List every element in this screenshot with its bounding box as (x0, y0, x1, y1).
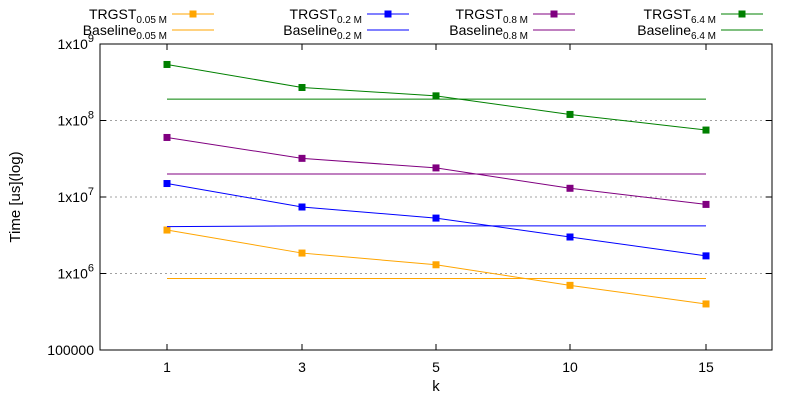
y-axis-label: Time [us](log) (7, 151, 24, 242)
legend-label: Baseline0.05 M (83, 22, 167, 42)
legend-label: Baseline0.8 M (449, 22, 528, 42)
data-point (298, 203, 306, 211)
legend-entry: TRGST0.8 M (456, 6, 575, 26)
series-baseline-0-2-M (166, 225, 706, 228)
legend-entry: TRGST6.4 M (644, 6, 763, 26)
data-point (432, 261, 440, 269)
legend-entry: TRGST0.2 M (290, 6, 409, 26)
y-tick-label: 100000 (47, 342, 94, 358)
data-point (298, 84, 306, 92)
legend-label: TRGST0.8 M (456, 6, 528, 26)
data-point (566, 281, 574, 289)
series-trgst-6-4-M (163, 60, 710, 134)
data-point (702, 126, 710, 134)
legend-entry: TRGST0.05 M (89, 6, 214, 26)
data-point (432, 214, 440, 222)
legend-marker (384, 10, 392, 18)
data-point (163, 180, 171, 188)
data-point (163, 226, 171, 234)
grid-lines (100, 120, 772, 274)
legend-label: TRGST0.05 M (89, 6, 167, 26)
data-point (298, 249, 306, 257)
series-trgst-0-05-M (163, 226, 710, 308)
data-point (163, 60, 171, 68)
legend-label: Baseline6.4 M (637, 22, 716, 42)
legend-marker (550, 10, 558, 18)
x-tick-label: 3 (298, 359, 306, 375)
y-tick-label: 1x108 (58, 110, 94, 129)
data-point (432, 164, 440, 172)
legend-label: TRGST0.2 M (290, 6, 362, 26)
legend-marker (738, 10, 746, 18)
series-layer (163, 60, 710, 308)
data-point (566, 110, 574, 118)
legend-label: TRGST6.4 M (644, 6, 716, 26)
data-point (566, 233, 574, 241)
x-tick-label: 1 (163, 359, 171, 375)
x-tick-label: 15 (698, 359, 714, 375)
legend-entry: Baseline0.8 M (449, 22, 575, 42)
legend-entry: Baseline0.2 M (283, 22, 409, 42)
x-axis: 1 3 5 10 15 (163, 44, 714, 375)
data-point (702, 252, 710, 260)
legend-entry: Baseline0.05 M (83, 22, 214, 42)
data-point (702, 200, 710, 208)
legend-label: Baseline0.2 M (283, 22, 362, 42)
y-axis: 100000 1x106 1x107 1x108 1x109 (47, 33, 772, 358)
baseline-line (166, 225, 706, 228)
data-point (566, 184, 574, 192)
data-point (298, 154, 306, 162)
x-tick-label: 10 (562, 359, 578, 375)
data-point (702, 300, 710, 308)
data-point (432, 92, 440, 100)
y-tick-label: 1x106 (58, 263, 94, 282)
legend-entry: Baseline6.4 M (637, 22, 763, 42)
x-tick-label: 5 (432, 359, 440, 375)
y-tick-label: 1x107 (58, 186, 94, 205)
series-trgst-0-2-M (163, 180, 710, 260)
x-axis-label: k (432, 378, 440, 395)
y-tick-label: 1x109 (58, 33, 94, 52)
series-trgst-0-8-M (163, 133, 710, 208)
legend-marker (189, 10, 197, 18)
data-point (163, 133, 171, 141)
